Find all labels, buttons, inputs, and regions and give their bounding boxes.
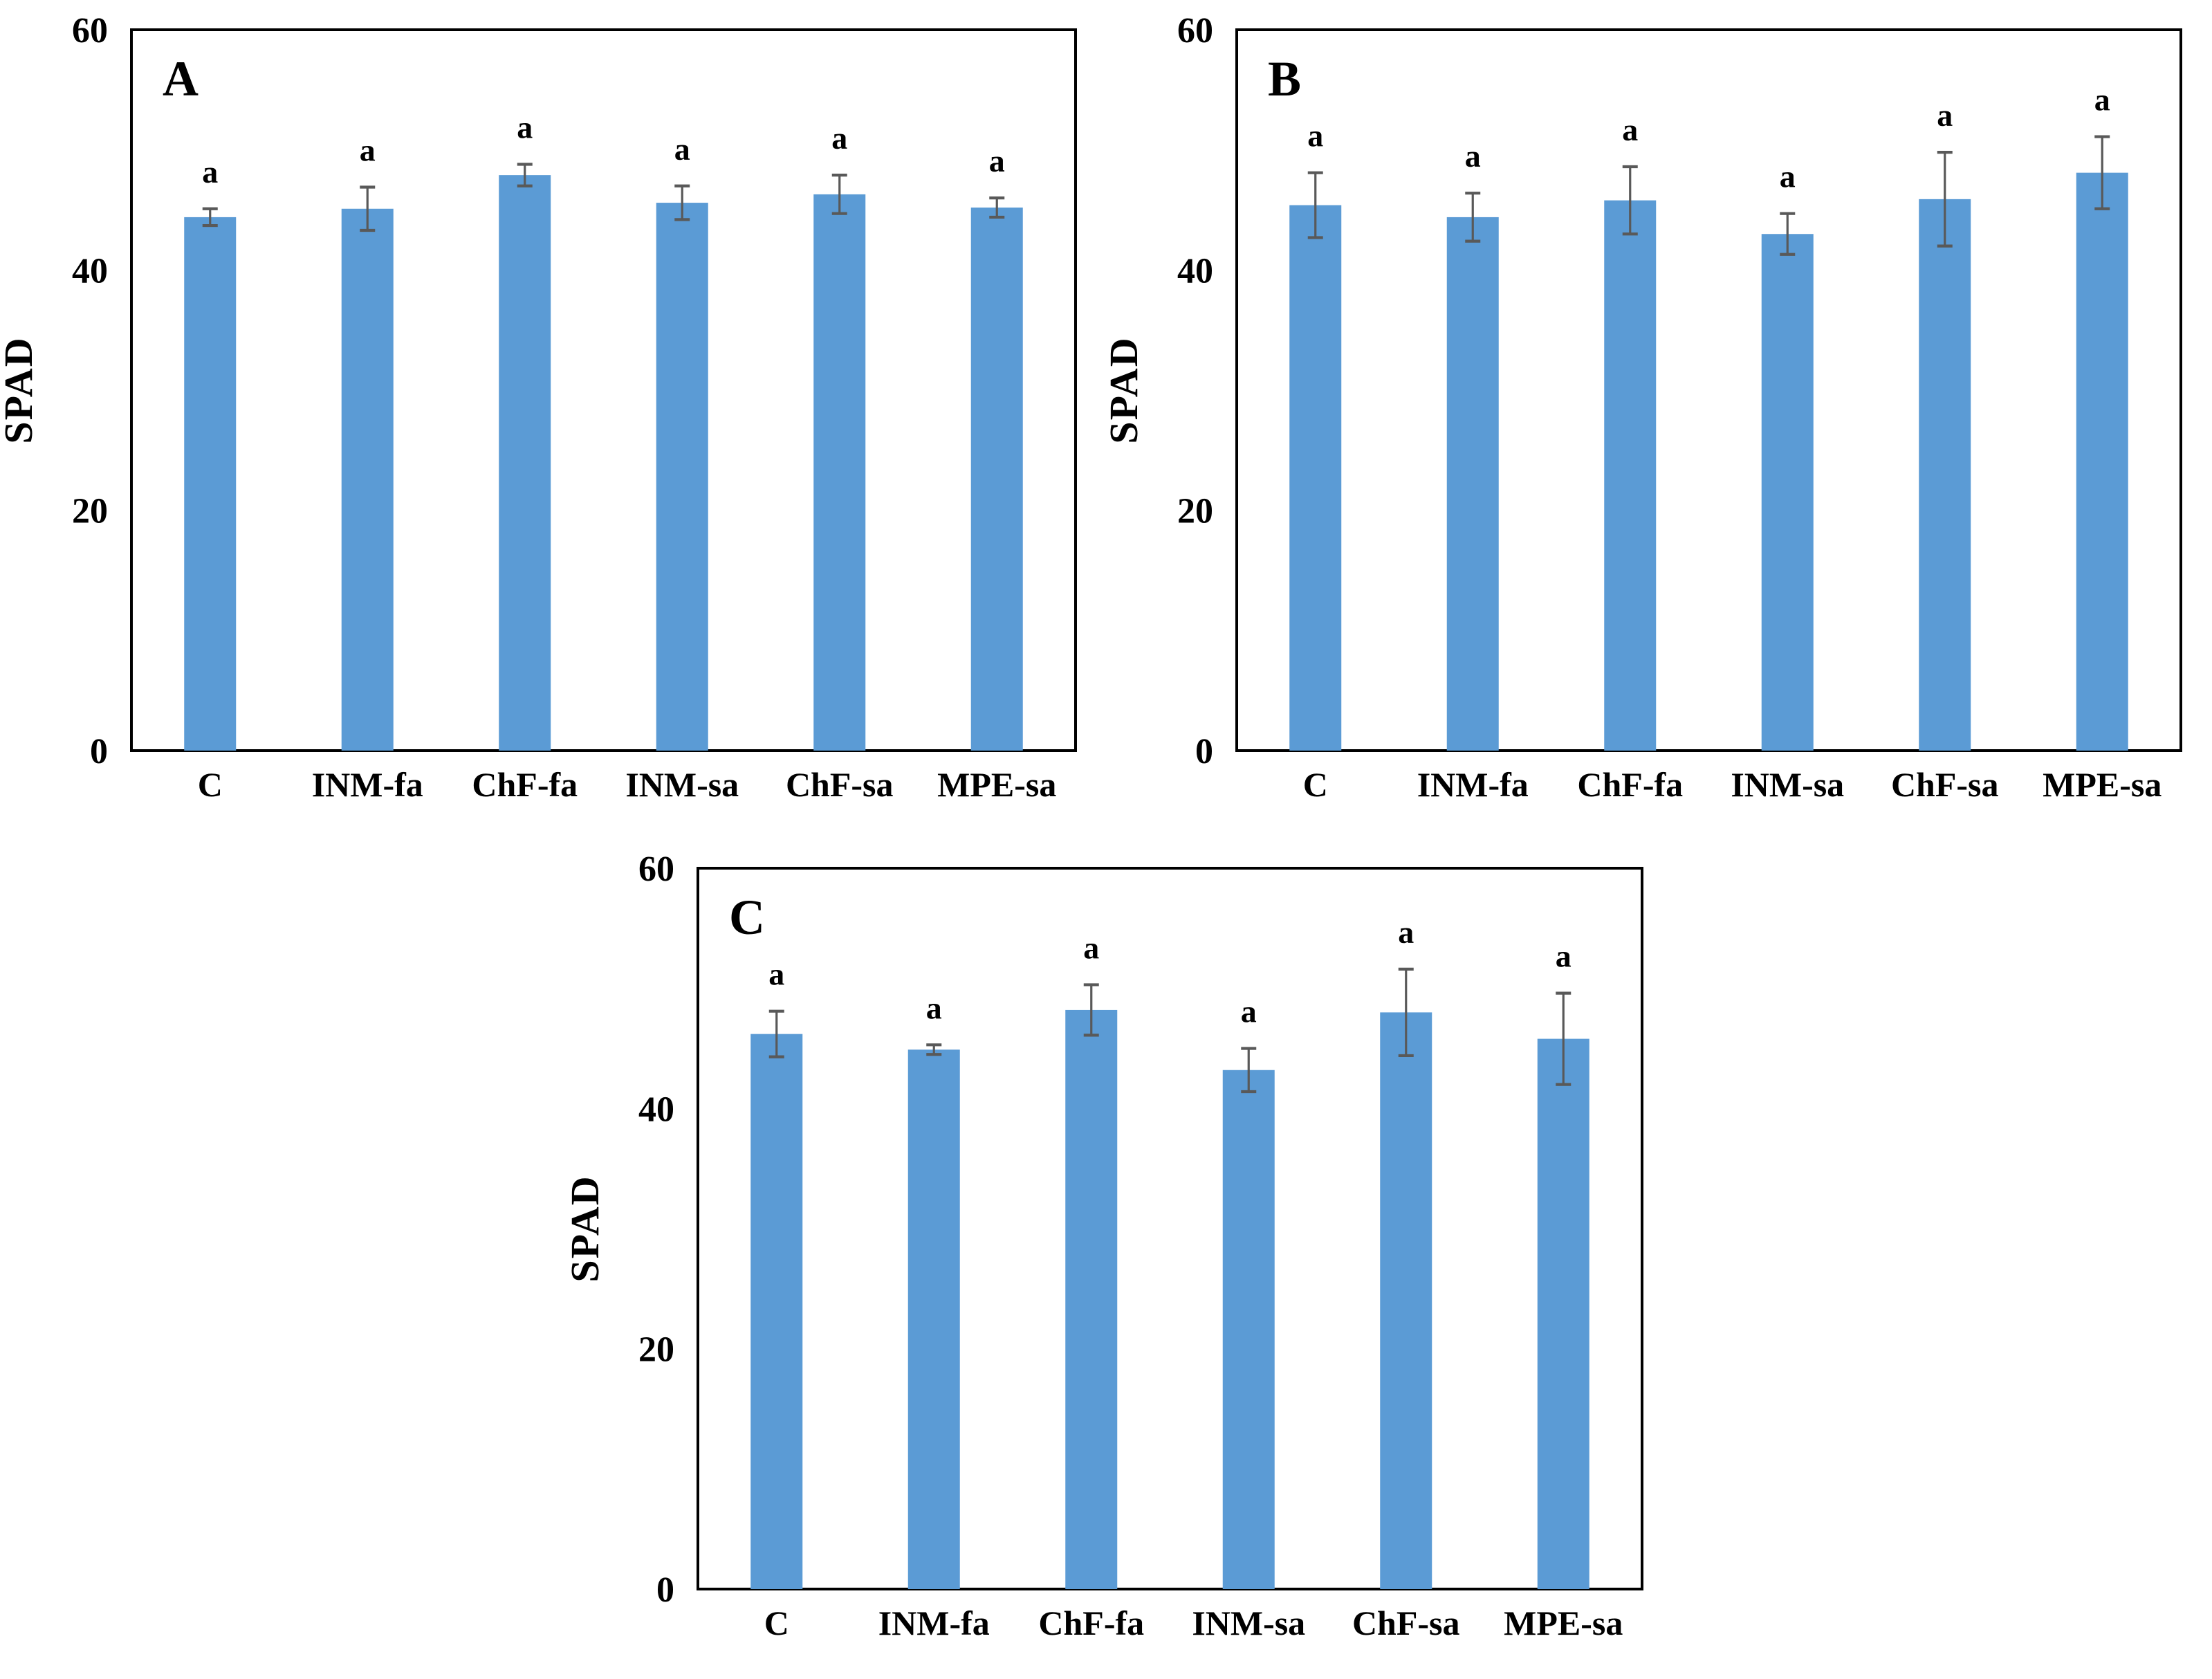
x-tick-label: MPE-sa	[1504, 1604, 1623, 1642]
bar	[1380, 1012, 1432, 1589]
significance-letter: a	[1465, 138, 1481, 174]
y-tick-label: 60	[72, 11, 108, 51]
panel-letter: C	[729, 890, 765, 945]
chart-panel-b: 0 20 40 60 SPAD Ba Ca INM-fa a ChF-fa a INM-sa a ChF-…	[1105, 11, 2182, 804]
panel-letter: B	[1268, 51, 1301, 107]
y-tick-label: 60	[638, 850, 674, 889]
x-tick-label: C	[198, 765, 223, 804]
x-tick-label: INM-sa	[1731, 765, 1844, 804]
bar	[750, 1034, 803, 1589]
x-tick-label: MPE-sa	[2043, 765, 2162, 804]
x-tick-label: INM-fa	[1417, 765, 1529, 804]
bar	[656, 203, 708, 751]
significance-letter: a	[989, 143, 1005, 178]
x-tick-label: C	[764, 1604, 789, 1642]
y-tick-label: 0	[1195, 732, 1213, 771]
significance-letter: a	[768, 957, 784, 992]
bar	[184, 217, 237, 751]
x-tick-label: INM-sa	[625, 765, 739, 804]
significance-letter: a	[1241, 994, 1257, 1029]
x-tick-label: MPE-sa	[937, 765, 1056, 804]
y-tick-label: 20	[1177, 492, 1213, 531]
x-tick-label: ChF-fa	[472, 765, 578, 804]
x-tick-label: INM-fa	[312, 765, 423, 804]
x-tick-label: ChF-fa	[1038, 1604, 1144, 1642]
chart-panel-c: 0204060SPADCaCaINM-faaChF-faaINM-saaChF-…	[566, 850, 1643, 1642]
bar	[813, 194, 866, 751]
chart-panel-a: 0 20 40 60 SPAD Aa Ca INM-fa a ChF-fa a INM-sa a ChF-…	[0, 11, 1077, 804]
x-tick-label: C	[1303, 765, 1328, 804]
bar	[1761, 234, 1814, 751]
y-axis-label: SPAD	[0, 336, 41, 443]
significance-letter: a	[1556, 939, 1572, 974]
y-tick-label: 20	[638, 1330, 674, 1370]
y-tick-label: 60	[1177, 11, 1213, 51]
significance-letter: a	[926, 990, 942, 1025]
significance-letter: a	[1622, 112, 1638, 147]
significance-letter: a	[1780, 159, 1796, 194]
y-tick-label: 20	[72, 492, 108, 531]
y-tick-label: 40	[638, 1090, 674, 1129]
x-tick-label: INM-sa	[1192, 1604, 1305, 1642]
bar	[499, 175, 551, 751]
plot-frame	[130, 28, 1077, 752]
x-tick-label: ChF-sa	[786, 765, 894, 804]
bar	[1537, 1038, 1589, 1589]
bar	[1065, 1009, 1118, 1589]
bar	[1604, 200, 1657, 751]
bar	[970, 208, 1023, 751]
significance-letter: a	[2094, 82, 2110, 118]
y-tick-label: 0	[656, 1570, 674, 1610]
y-tick-label: 40	[1177, 251, 1213, 291]
bar	[341, 208, 394, 751]
bar	[1289, 205, 1342, 751]
bar	[1446, 217, 1499, 751]
bar	[907, 1049, 960, 1589]
significance-letter: a	[1307, 118, 1323, 154]
y-tick-label: 0	[90, 732, 108, 771]
x-tick-label: ChF-sa	[1891, 765, 1999, 804]
y-axis-label: SPAD	[566, 1175, 607, 1282]
y-tick-label: 40	[72, 251, 108, 291]
significance-letter: a	[1937, 98, 1953, 133]
bar	[1919, 199, 1971, 751]
significance-letter: a	[1083, 930, 1099, 965]
bar	[2076, 172, 2128, 751]
bar	[1222, 1070, 1275, 1589]
significance-letter: a	[360, 133, 376, 168]
x-tick-label: ChF-fa	[1577, 765, 1683, 804]
x-tick-label: ChF-sa	[1352, 1604, 1460, 1642]
plot-frame	[697, 867, 1643, 1590]
significance-letter: a	[831, 120, 847, 156]
significance-letter: a	[674, 131, 690, 167]
y-axis-label: SPAD	[1105, 336, 1146, 443]
significance-letter: a	[202, 154, 218, 190]
significance-letter: a	[1398, 915, 1414, 950]
panel-letter: A	[163, 51, 199, 107]
plot-frame	[1235, 28, 2182, 752]
significance-letter: a	[517, 110, 533, 145]
x-tick-label: INM-fa	[878, 1604, 990, 1642]
